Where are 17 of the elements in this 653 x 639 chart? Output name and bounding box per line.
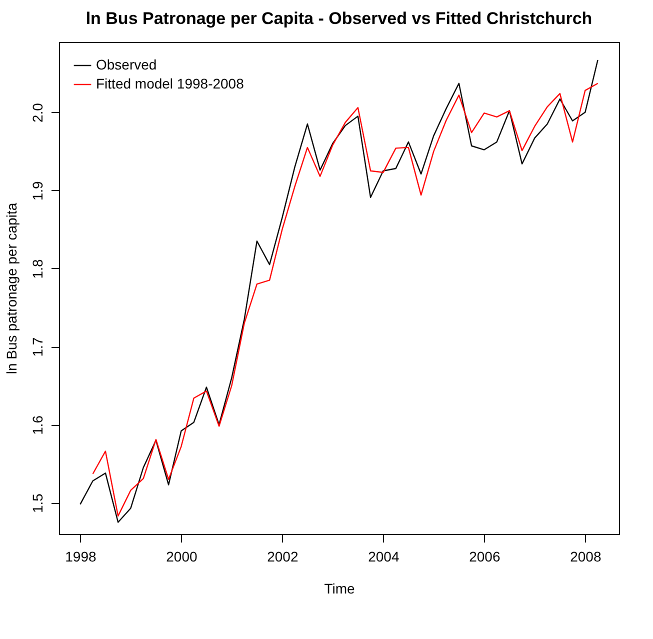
x-tick-label: 2004 xyxy=(368,548,400,564)
x-tick-label: 2006 xyxy=(469,548,500,564)
legend-label: Fitted model 1998-2008 xyxy=(96,76,244,92)
x-tick-label: 2008 xyxy=(570,548,602,564)
chart-title: ln Bus Patronage per Capita - Observed vs Fitted Christchurch xyxy=(86,9,592,28)
x-tick-label: 2002 xyxy=(267,548,298,564)
legend-label: Observed xyxy=(96,56,157,72)
x-tick-label: 2000 xyxy=(166,548,198,564)
y-tick-label: 2.0 xyxy=(30,102,46,123)
x-axis-title: Time xyxy=(324,580,356,596)
x-tick-label: 1998 xyxy=(65,548,96,564)
y-tick-label: 1.8 xyxy=(30,259,46,279)
y-tick-label: 1.6 xyxy=(30,415,46,435)
y-tick-label: 1.5 xyxy=(30,493,46,513)
y-tick-label: 1.7 xyxy=(30,337,46,357)
y-tick-label: 1.9 xyxy=(30,180,46,201)
y-axis-title: ln Bus patronage per capita xyxy=(4,202,20,374)
